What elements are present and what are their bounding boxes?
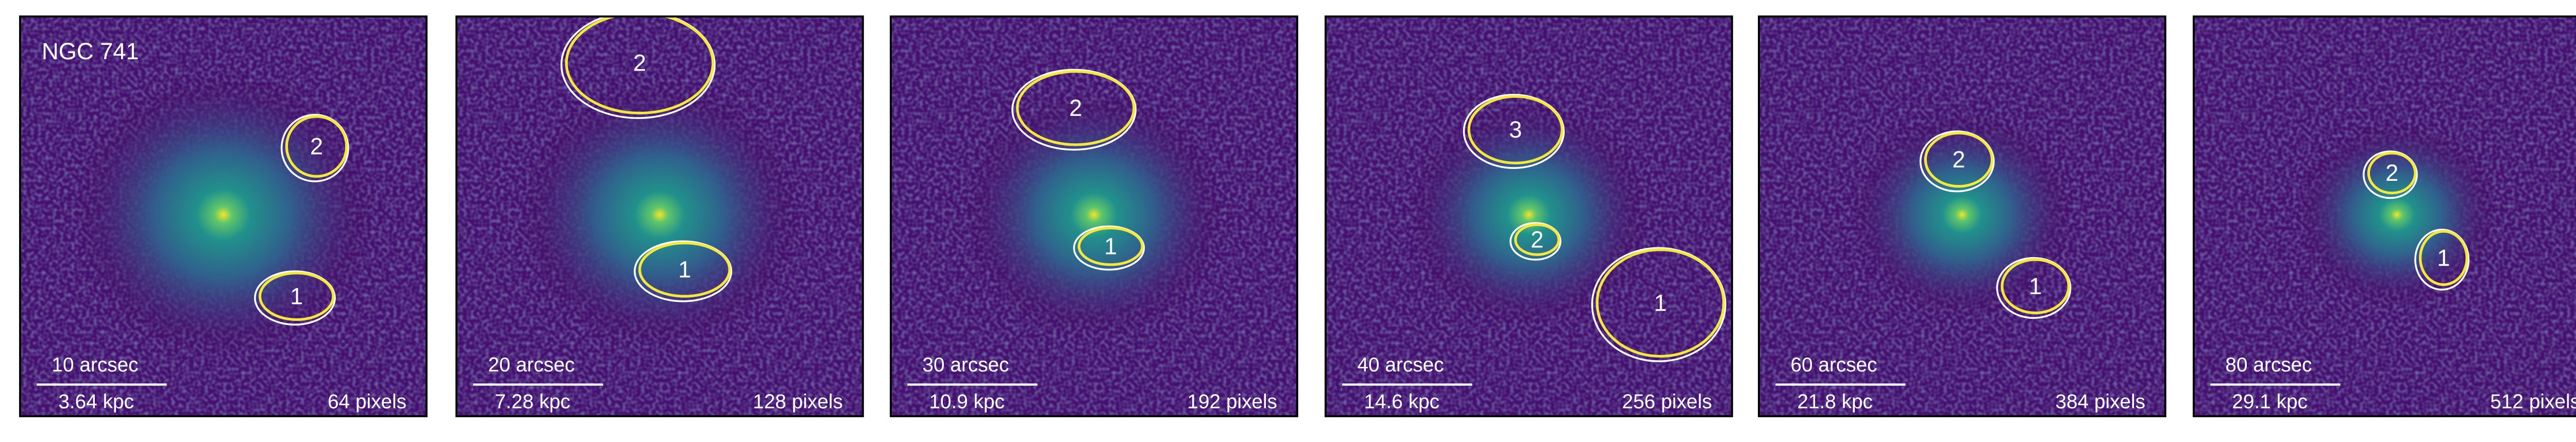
panel-border (19, 15, 428, 417)
galaxy-glow (519, 83, 800, 347)
image-panel: 2 1 80 arcsec 29.1 kpc 512 pixels (2193, 15, 2576, 417)
contour-yellow (1077, 227, 1144, 266)
scale-kpc: 21.8 kpc (1797, 390, 1873, 413)
region-label: 2 (310, 133, 323, 159)
contour-yellow (2367, 151, 2417, 195)
contour-yellow (2001, 258, 2070, 315)
scale-pixels: 512 pixels (2490, 390, 2576, 413)
galaxy-glow (73, 73, 374, 356)
panel-border (2193, 15, 2576, 417)
contour-yellow (2419, 230, 2468, 286)
scale-kpc: 14.6 kpc (1364, 390, 1439, 413)
contour-white (254, 270, 336, 326)
scale-pixels: 64 pixels (328, 390, 406, 413)
scale-kpc: 29.1 kpc (2232, 390, 2308, 413)
region-label: 1 (290, 283, 303, 309)
contour-white (1463, 94, 1565, 169)
region-label: 1 (678, 257, 691, 283)
contour-white (634, 240, 733, 302)
region-label: 1 (1104, 233, 1117, 259)
contour-white (2362, 150, 2418, 199)
scale-arcsec: 20 arcsec (488, 354, 574, 376)
panel-border (890, 15, 1298, 417)
image: 2 1 20 arcsec 7.28 kpc 128 pixels (456, 16, 863, 416)
contour-yellow (1016, 70, 1136, 146)
contour-yellow (1467, 95, 1564, 165)
contour-yellow (258, 271, 335, 321)
region-label: 1 (2029, 273, 2042, 299)
contour-yellow (1596, 248, 1725, 358)
contour-white (2414, 229, 2470, 291)
scale-kpc: 10.9 kpc (929, 390, 1005, 413)
galaxy-glow (1409, 103, 1649, 327)
image-panel: 2 1 30 arcsec 10.9 kpc 192 pixels (890, 15, 1298, 417)
image-panel: 2 1 20 arcsec 7.28 kpc 128 pixels (455, 15, 864, 417)
contour-white (1073, 225, 1145, 271)
galaxy-glow (964, 93, 1224, 336)
contour-yellow (565, 16, 715, 115)
contour-white (560, 16, 716, 119)
scale-arcsec: 60 arcsec (1790, 354, 1877, 376)
contour-white (1591, 247, 1726, 363)
region-label: 2 (1952, 146, 1965, 173)
image-panel: 3 2 1 40 arcsec 14.6 kpc 256 pixels (1325, 15, 1733, 417)
region-label: 2 (1069, 95, 1082, 121)
image: 2 1 NGC 741 10 arcsec 3.64 kpc 64 pixels (20, 16, 427, 416)
region-label: 2 (1531, 226, 1544, 252)
contour-yellow (1514, 223, 1561, 256)
contour-white (1011, 69, 1137, 151)
contour-yellow (638, 242, 731, 298)
scale-pixels: 192 pixels (1187, 390, 1277, 413)
panel-border (455, 15, 864, 417)
region-label: 2 (633, 50, 646, 76)
region-label: 2 (2385, 160, 2398, 186)
image: 3 2 1 40 arcsec 14.6 kpc 256 pixels (1326, 16, 1732, 416)
scale-arcsec: 80 arcsec (2225, 354, 2312, 376)
contour-white (1510, 222, 1562, 261)
image-panel: 2 1 60 arcsec 21.8 kpc 384 pixels (1758, 15, 2166, 417)
image: 2 1 60 arcsec 21.8 kpc 384 pixels (1759, 16, 2165, 416)
scale-arcsec: 30 arcsec (922, 354, 1009, 376)
contour-white (1919, 130, 1995, 193)
scale-pixels: 384 pixels (2055, 390, 2145, 413)
scale-arcsec: 40 arcsec (1357, 354, 1444, 376)
image-panel: 2 1 NGC 741 10 arcsec 3.64 kpc 64 pixels (19, 15, 428, 417)
contour-yellow (1924, 131, 1994, 188)
contour-white (280, 113, 349, 182)
scale-pixels: 256 pixels (1622, 390, 1712, 413)
contour-white (1996, 257, 2072, 319)
scale-kpc: 7.28 kpc (495, 390, 570, 413)
region-label: 1 (1654, 290, 1667, 316)
scale-kpc: 3.64 kpc (58, 390, 134, 413)
panel-border (1325, 15, 1733, 417)
galaxy-glow (2297, 123, 2497, 307)
galaxy-name: NGC 741 (42, 38, 139, 64)
scale-arcsec: 10 arcsec (52, 354, 138, 376)
image: 2 1 30 arcsec 10.9 kpc 192 pixels (891, 16, 1297, 416)
panel-border (1758, 15, 2166, 417)
image: 2 1 80 arcsec 29.1 kpc 512 pixels (2194, 16, 2576, 416)
contour-yellow (285, 115, 348, 178)
scale-pixels: 128 pixels (753, 390, 843, 413)
region-label: 1 (2437, 245, 2450, 271)
region-label: 3 (1509, 116, 1522, 143)
